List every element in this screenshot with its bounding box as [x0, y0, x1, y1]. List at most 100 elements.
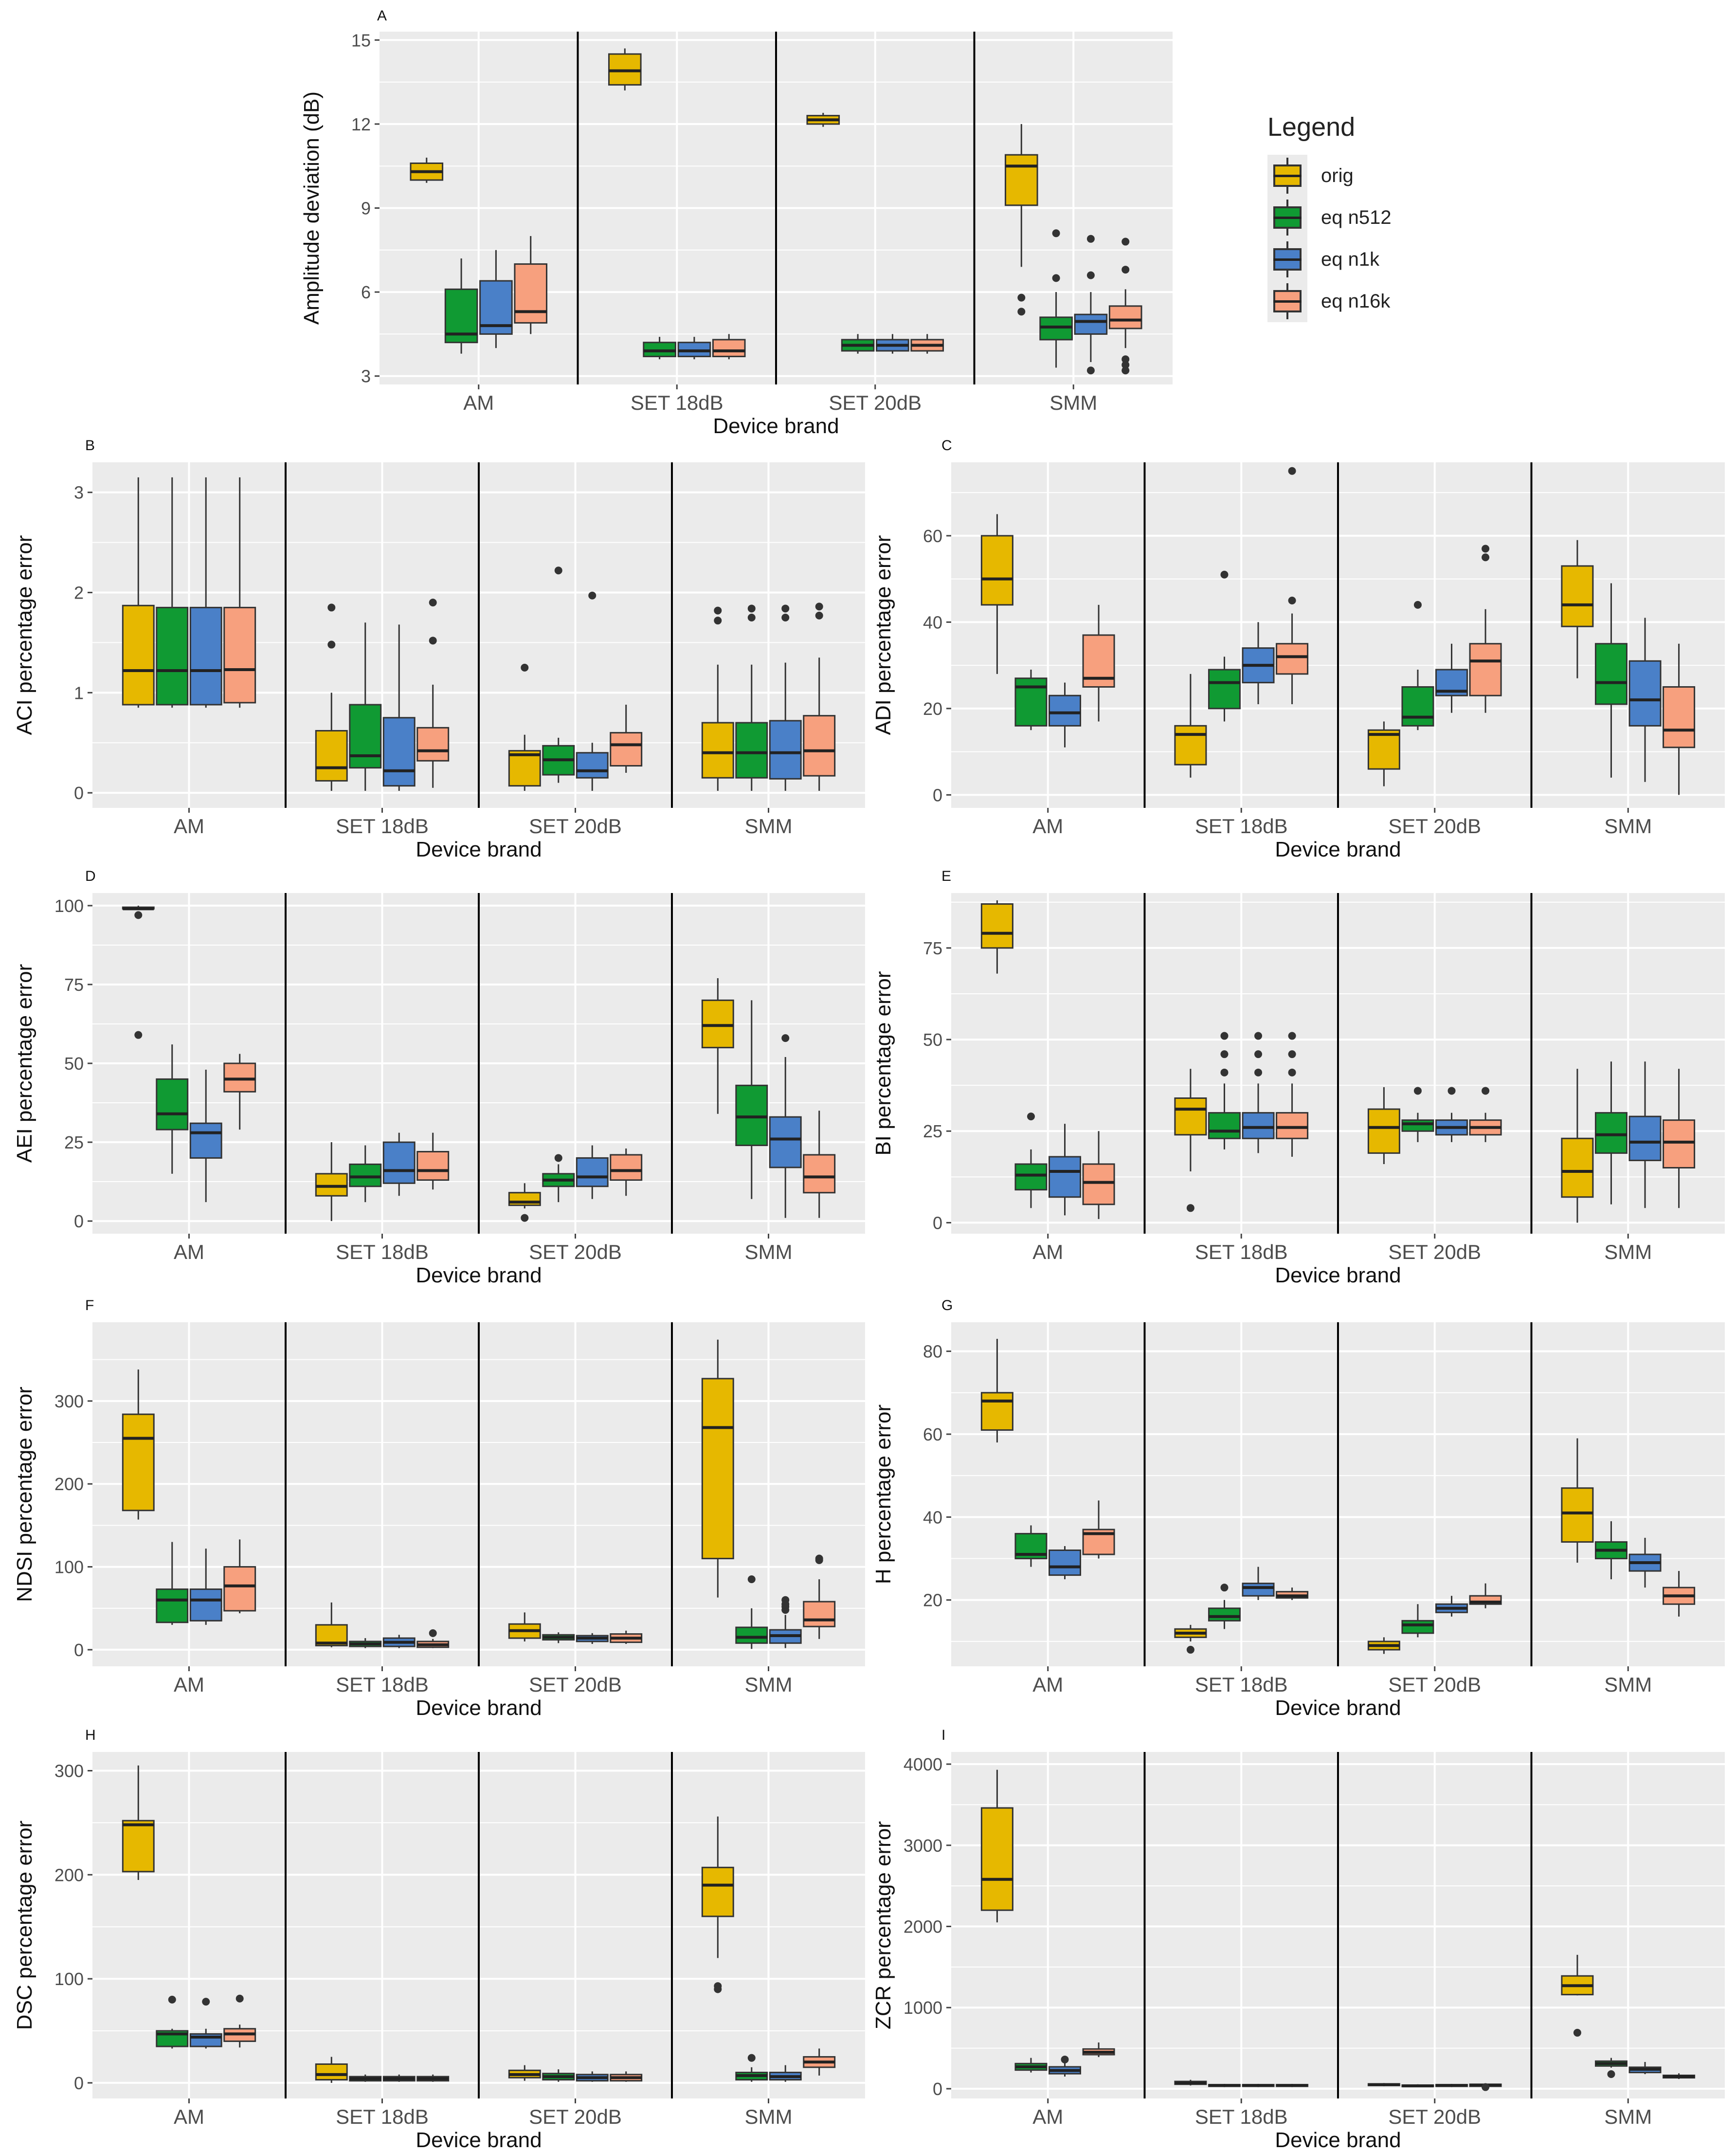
- outlier-point: [1254, 1068, 1263, 1076]
- box-iqr: [1014, 1163, 1048, 1191]
- y-tick-label: 60: [923, 1424, 942, 1444]
- box-eq-n512-AM: [1014, 2058, 1048, 2073]
- box-eq-n512-SMM: [735, 1575, 768, 1649]
- x-tick-label: AM: [1032, 2105, 1063, 2128]
- panel-B: 0 1 2 3 AM SET 18dB SET 20dB SMM Device brand ACI…: [13, 438, 865, 861]
- box-iqr: [508, 750, 541, 787]
- outlier-point: [1027, 1112, 1035, 1121]
- box-iqr: [1276, 643, 1309, 675]
- box-iqr: [1174, 1097, 1207, 1136]
- box-orig-SET-20dB: [1367, 1087, 1400, 1164]
- box-eq-n16k-SET-20dB: [610, 1630, 643, 1644]
- box-eq-n1k-AM: [189, 1549, 222, 1625]
- box-iqr: [769, 1116, 802, 1168]
- box-eq-n512-SMM: [1039, 229, 1073, 368]
- box-iqr: [122, 604, 155, 706]
- box-orig-SMM: [701, 1816, 734, 1993]
- y-tick-label: 15: [351, 30, 371, 50]
- box-iqr: [1561, 1487, 1594, 1543]
- box-eq-n16k-AM: [223, 1994, 256, 2048]
- y-tick-label: 6: [361, 282, 371, 302]
- box-eq-n16k-AM: [514, 236, 548, 334]
- box-iqr: [610, 732, 643, 767]
- box-orig-SET-18dB: [315, 1602, 348, 1647]
- outlier-point: [747, 613, 756, 621]
- x-tick-label: SET 18dB: [336, 1240, 429, 1263]
- outlier-point: [1482, 553, 1490, 562]
- box-eq-n16k-SET-18dB: [416, 599, 450, 788]
- y-tick-label: 50: [923, 1030, 942, 1050]
- panel-H: 0 100 200 300 AM SET 18dB SET 20dB SMM Device br…: [13, 1727, 865, 2152]
- outlier-point: [781, 1034, 790, 1042]
- outlier-point: [521, 1214, 529, 1222]
- box-eq-n1k-AM: [1049, 682, 1082, 748]
- box-eq-n1k-AM: [189, 1069, 222, 1203]
- box-eq-n512-SET-20dB: [542, 1632, 575, 1643]
- x-tick-label: SMM: [1049, 391, 1097, 414]
- outlier-point: [781, 613, 790, 621]
- box-eq-n1k-SMM: [769, 2065, 802, 2082]
- outlier-point: [1086, 235, 1095, 243]
- box-eq-n1k-AM: [479, 250, 513, 348]
- box-iqr: [189, 1122, 222, 1159]
- box-iqr: [1049, 1549, 1082, 1576]
- x-tick-label: AM: [1032, 1673, 1063, 1696]
- legend-title: Legend: [1267, 112, 1356, 142]
- box-iqr: [1663, 686, 1696, 748]
- y-axis-title: DSC percentage error: [13, 1821, 36, 2030]
- box-eq-n512-SET-18dB: [1208, 1584, 1241, 1629]
- outlier-point: [235, 1994, 244, 2003]
- box-iqr: [1561, 565, 1594, 627]
- box-iqr: [1208, 1607, 1241, 1622]
- panel-letter: C: [941, 438, 952, 454]
- y-tick-label: 40: [923, 612, 942, 632]
- box-eq-n1k-SMM: [1074, 235, 1108, 375]
- outlier-point: [1413, 1087, 1422, 1095]
- box-eq-n16k-SET-18dB: [416, 1629, 450, 1648]
- box-iqr: [156, 1588, 189, 1623]
- legend-key-orig: [1267, 155, 1307, 197]
- outlier-point: [1288, 467, 1296, 475]
- box-eq-n16k-SMM: [803, 1554, 836, 1639]
- x-axis-title: Device brand: [416, 838, 542, 861]
- y-tick-label: 0: [933, 1213, 942, 1233]
- box-iqr: [1208, 1112, 1241, 1139]
- x-tick-label: SET 18dB: [1195, 2105, 1288, 2128]
- box-eq-n512-SET-20dB: [1401, 601, 1434, 730]
- x-tick-label: AM: [174, 1673, 204, 1696]
- legend-item-eq-n1k: eq n1k: [1267, 238, 1482, 280]
- y-tick-label: 300: [54, 1391, 84, 1411]
- box-eq-n1k-AM: [1049, 1546, 1082, 1580]
- y-tick-label: 60: [923, 526, 942, 546]
- box-iqr: [735, 1084, 768, 1147]
- box-iqr: [803, 715, 836, 777]
- box-orig-SMM: [1561, 1438, 1594, 1563]
- outlier-point: [1607, 2070, 1615, 2078]
- box-eq-n512-SET-18dB: [349, 2074, 382, 2082]
- legend-item-eq-n16k: eq n16k: [1267, 280, 1482, 322]
- box-eq-n1k-SET-18dB: [1242, 1567, 1275, 1600]
- x-tick-label: SET 18dB: [1195, 1240, 1288, 1263]
- box-iqr: [1401, 686, 1434, 727]
- legend-key-eq-n1k: [1267, 238, 1307, 280]
- box-iqr: [1401, 1620, 1434, 1634]
- outlier-point: [134, 911, 143, 919]
- box-eq-n512-AM: [156, 1044, 189, 1174]
- box-orig-SET-18dB: [315, 2057, 348, 2083]
- outlier-point: [429, 637, 437, 645]
- x-tick-label: AM: [1032, 815, 1063, 838]
- box-eq-n512-SET-20dB: [1401, 1087, 1434, 1142]
- x-tick-label: SMM: [745, 2105, 793, 2128]
- box-eq-n512-SET-20dB: [542, 566, 575, 783]
- legend-key-eq-n512: [1267, 197, 1307, 238]
- x-tick-label: SMM: [745, 815, 793, 838]
- box-iqr: [576, 1157, 609, 1187]
- outlier-point: [1121, 366, 1130, 375]
- x-tick-label: SET 20dB: [1388, 1673, 1481, 1696]
- box-eq-n1k-SET-18dB: [382, 624, 416, 791]
- box-orig-SET-18dB: [1174, 1069, 1207, 1212]
- panel-A: 3 6 9 12 15 AM SET 18dB SET 20dB SMM Device brand…: [300, 8, 1173, 438]
- box-eq-n16k-SMM: [1663, 643, 1696, 795]
- outlier-point: [1447, 1087, 1456, 1095]
- outlier-point: [588, 591, 597, 600]
